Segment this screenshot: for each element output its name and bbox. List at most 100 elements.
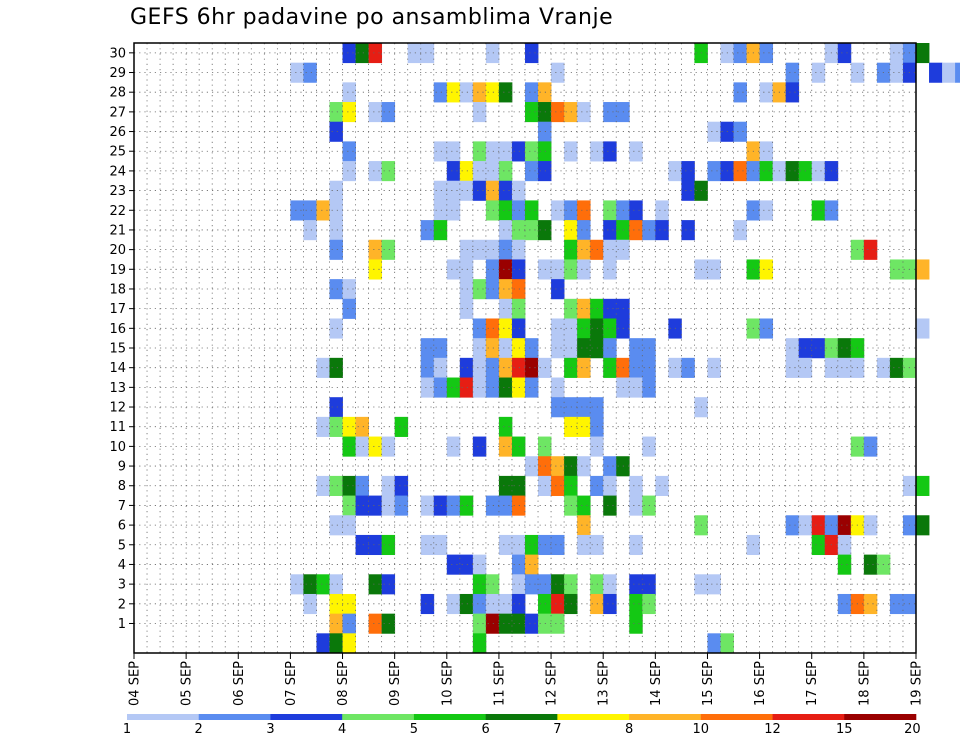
heatmap-cell (525, 574, 539, 595)
heatmap-cell (525, 82, 539, 103)
colorbar-segment (844, 714, 917, 720)
colorbar: 1 2 3 4 5 6 7 8 10 12 15 20 (123, 714, 921, 737)
colorbar-label: 3 (266, 722, 274, 737)
colorbar-label: 2 (195, 722, 203, 737)
heatmap-cell (863, 554, 878, 575)
heatmap-cell (525, 338, 539, 359)
heatmap-cell (538, 534, 552, 556)
heatmap-cell (681, 161, 695, 182)
heatmap-cell (603, 338, 617, 359)
y-axis: 1234567891011121314151617181920212223242… (109, 46, 134, 632)
heatmap-cell (811, 161, 826, 182)
heatmap-cell (525, 357, 539, 378)
heatmap-cell (472, 574, 487, 595)
heatmap-cell (511, 475, 526, 496)
colorbar-segment (700, 714, 773, 720)
heatmap-cell (551, 102, 565, 123)
heatmap-cell (551, 613, 565, 634)
heatmap-cell (316, 357, 330, 378)
heatmap-cell (329, 574, 343, 595)
heatmap-cell (316, 200, 330, 221)
heatmap-cell (329, 200, 343, 221)
heatmap-cell (577, 239, 591, 260)
colorbar-segment (342, 714, 415, 720)
heatmap-cell (525, 554, 539, 575)
heatmap-cell (329, 613, 343, 634)
heatmap-cell (498, 161, 513, 182)
heatmap-cell (459, 279, 474, 300)
colorbar-label: 7 (553, 722, 561, 737)
heatmap-cell (459, 495, 474, 516)
heatmap-cell (681, 180, 695, 201)
heatmap-cell (329, 279, 343, 300)
heatmap-cell (551, 397, 565, 418)
heatmap-cell (603, 239, 617, 260)
heatmap-cell (733, 43, 747, 64)
heatmap-cell (889, 259, 904, 280)
colorbar-label: 5 (410, 722, 418, 737)
heatmap-cell (355, 436, 369, 457)
heatmap-cell (916, 475, 930, 496)
heatmap-cell (629, 338, 643, 359)
heatmap-cell (368, 102, 383, 123)
heatmap-cell (942, 62, 956, 83)
heatmap-cell (485, 259, 500, 280)
heatmap-cell (511, 141, 526, 162)
y-tick-label: 6 (118, 519, 126, 534)
heatmap-cell (525, 377, 539, 398)
heatmap-cell (538, 102, 552, 123)
heatmap-cell (446, 161, 461, 182)
heatmap-cell (759, 141, 774, 162)
heatmap-cell (342, 43, 356, 64)
heatmap-cell (538, 593, 552, 615)
heatmap-cell (472, 161, 487, 182)
y-tick-label: 22 (109, 204, 126, 219)
heatmap-cell (498, 416, 513, 437)
heatmap-cell (707, 357, 721, 378)
heatmap-cell (303, 62, 317, 83)
heatmap-cell (472, 613, 487, 634)
heatmap-cell (498, 357, 513, 378)
heatmap-cell (459, 554, 474, 575)
heatmap-cell (303, 574, 317, 595)
heatmap-cell (577, 318, 591, 339)
y-tick-label: 14 (109, 361, 126, 376)
chart-title: GEFS 6hr padavine po ansamblima Vranje (130, 5, 614, 30)
heatmap-cell (837, 357, 852, 378)
heatmap-cell (433, 141, 448, 162)
heatmap-cell (329, 180, 343, 201)
y-tick-label: 24 (109, 164, 126, 179)
heatmap-cell (498, 495, 513, 516)
heatmap-cell (485, 338, 500, 359)
heatmap-cell (629, 141, 643, 162)
x-tick-label: 18 SEP (857, 661, 872, 706)
heatmap-cell (551, 593, 565, 615)
heatmap-cell (511, 613, 526, 634)
heatmap-cell (837, 534, 852, 556)
heatmap-cell (733, 161, 747, 182)
heatmap-cell (368, 534, 383, 556)
heatmap-cell (629, 220, 643, 241)
heatmap-cell (433, 495, 448, 516)
y-tick-label: 27 (109, 105, 126, 120)
heatmap-cell (472, 102, 487, 123)
heatmap-cell (577, 102, 591, 123)
colorbar-segment (413, 714, 486, 720)
heatmap-cell (538, 613, 552, 634)
heatmap-cell (498, 475, 513, 496)
heatmap-cell (525, 141, 539, 162)
heatmap-cell (837, 43, 852, 64)
y-tick-label: 25 (109, 145, 126, 160)
heatmap-cell (511, 220, 526, 241)
heatmap-cell (551, 200, 565, 221)
heatmap-cell (472, 554, 487, 575)
heatmap-cell (551, 534, 565, 556)
heatmap-cell (511, 298, 526, 319)
heatmap-cell (446, 554, 461, 575)
heatmap-cell (916, 259, 930, 280)
heatmap-cell (290, 62, 304, 83)
heatmap-cell (889, 357, 904, 378)
heatmap-cell (538, 121, 552, 142)
y-tick-label: 20 (109, 243, 126, 258)
heatmap-cell (342, 102, 356, 123)
